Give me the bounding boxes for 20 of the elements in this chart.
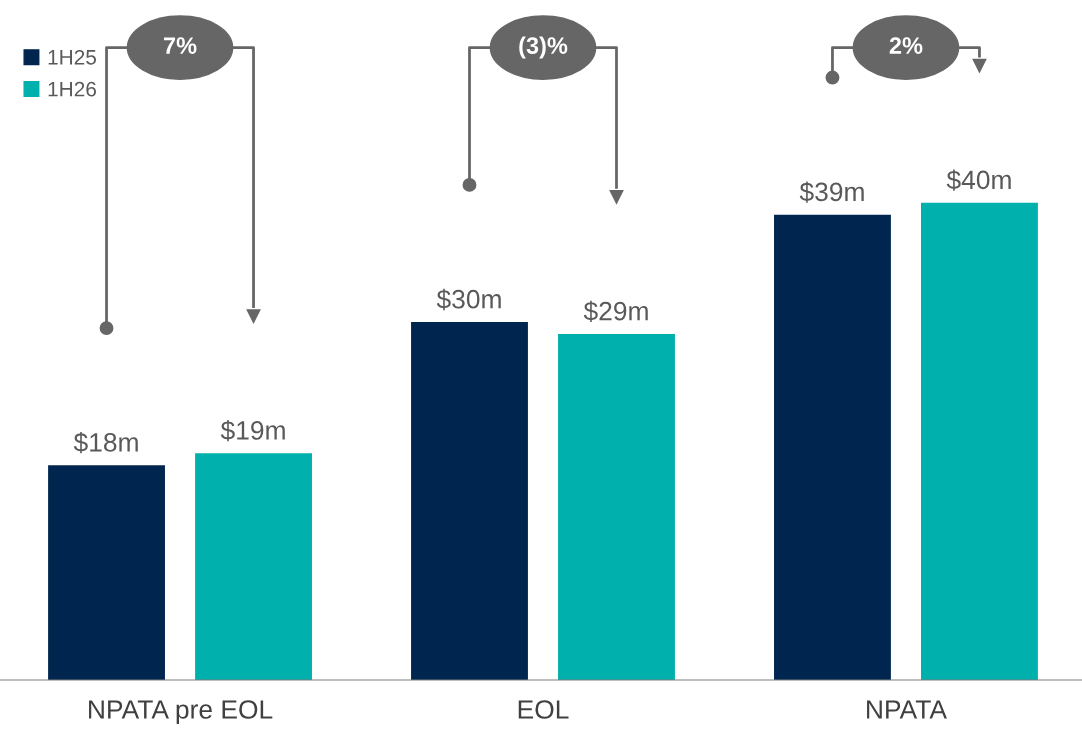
data-label: $40m [946, 169, 1011, 191]
data-label: $18m [73, 431, 138, 454]
bar [48, 465, 165, 680]
text: 2% [889, 37, 923, 54]
text: (3)% [519, 36, 568, 59]
bar [195, 453, 312, 680]
text: 7% [163, 37, 197, 54]
bar [774, 214, 891, 680]
data-label: $29m [583, 300, 648, 323]
data-label: $39m [799, 181, 864, 203]
x-tick-label: NPATA [867, 700, 947, 719]
x-tick-label: EOL [518, 700, 569, 719]
data-label: $19m [220, 419, 285, 442]
bar [921, 202, 1038, 680]
data-label: $30m [436, 288, 501, 311]
x-tick-label: NPATA pre EOL [89, 700, 273, 725]
legend-label: 1H25 [48, 49, 97, 65]
legend-label: 1H26 [48, 81, 96, 97]
bar [411, 322, 528, 680]
bar [558, 334, 675, 680]
